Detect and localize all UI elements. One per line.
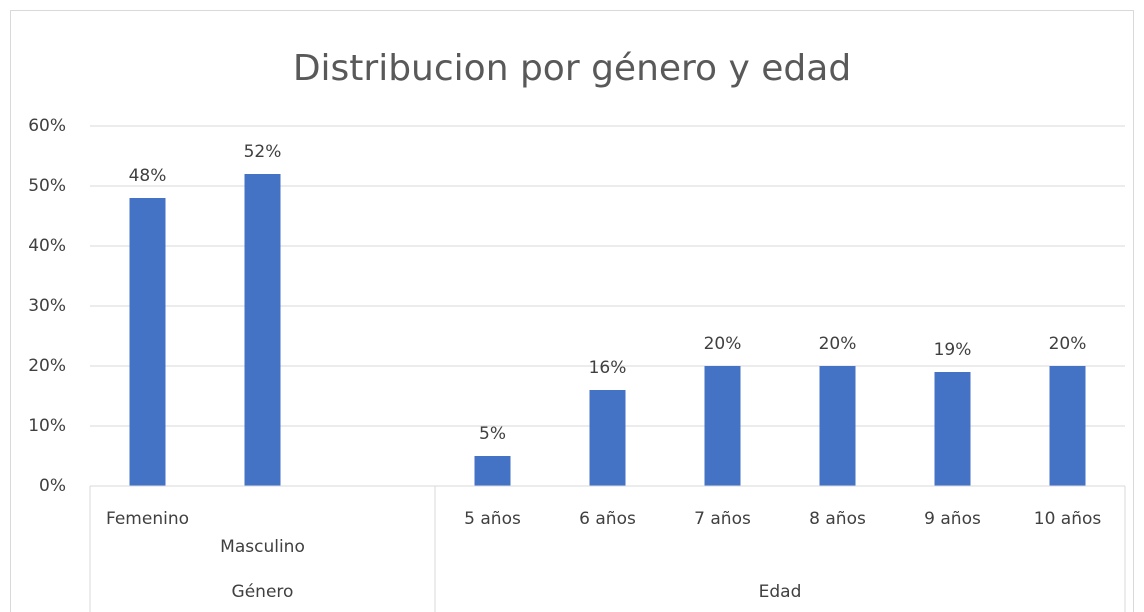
chart-border <box>10 10 1134 612</box>
x-tick-label: 5 años <box>464 509 521 529</box>
x-tick-label: 8 años <box>809 509 866 529</box>
data-label: 16% <box>589 358 627 378</box>
data-label: 20% <box>819 334 857 354</box>
bar <box>1049 366 1086 486</box>
bar <box>589 390 626 486</box>
y-tick-label: 30% <box>28 296 66 316</box>
data-label: 19% <box>934 340 972 360</box>
data-label: 20% <box>1049 334 1087 354</box>
bar <box>129 198 166 486</box>
data-label: 52% <box>244 142 282 162</box>
y-tick-label: 40% <box>28 236 66 256</box>
x-tick-label: 6 años <box>579 509 636 529</box>
x-tick-label: Masculino <box>220 537 305 557</box>
chart-title: Distribucion por género y edad <box>293 48 851 89</box>
bar <box>934 372 971 486</box>
group-label: Edad <box>759 582 802 602</box>
y-tick-label: 60% <box>28 116 66 136</box>
group-label: Género <box>232 582 294 602</box>
bar <box>244 174 281 486</box>
bar <box>704 366 741 486</box>
data-label: 5% <box>479 424 506 444</box>
y-tick-label: 0% <box>39 476 66 496</box>
y-tick-label: 10% <box>28 416 66 436</box>
x-tick-label: 7 años <box>694 509 751 529</box>
data-label: 48% <box>129 166 167 186</box>
bar <box>819 366 856 486</box>
bar <box>474 456 511 486</box>
x-tick-label: 9 años <box>924 509 981 529</box>
y-tick-label: 20% <box>28 356 66 376</box>
x-tick-label: Femenino <box>106 509 189 529</box>
data-label: 20% <box>704 334 742 354</box>
y-tick-label: 50% <box>28 176 66 196</box>
x-tick-label: 10 años <box>1034 509 1102 529</box>
